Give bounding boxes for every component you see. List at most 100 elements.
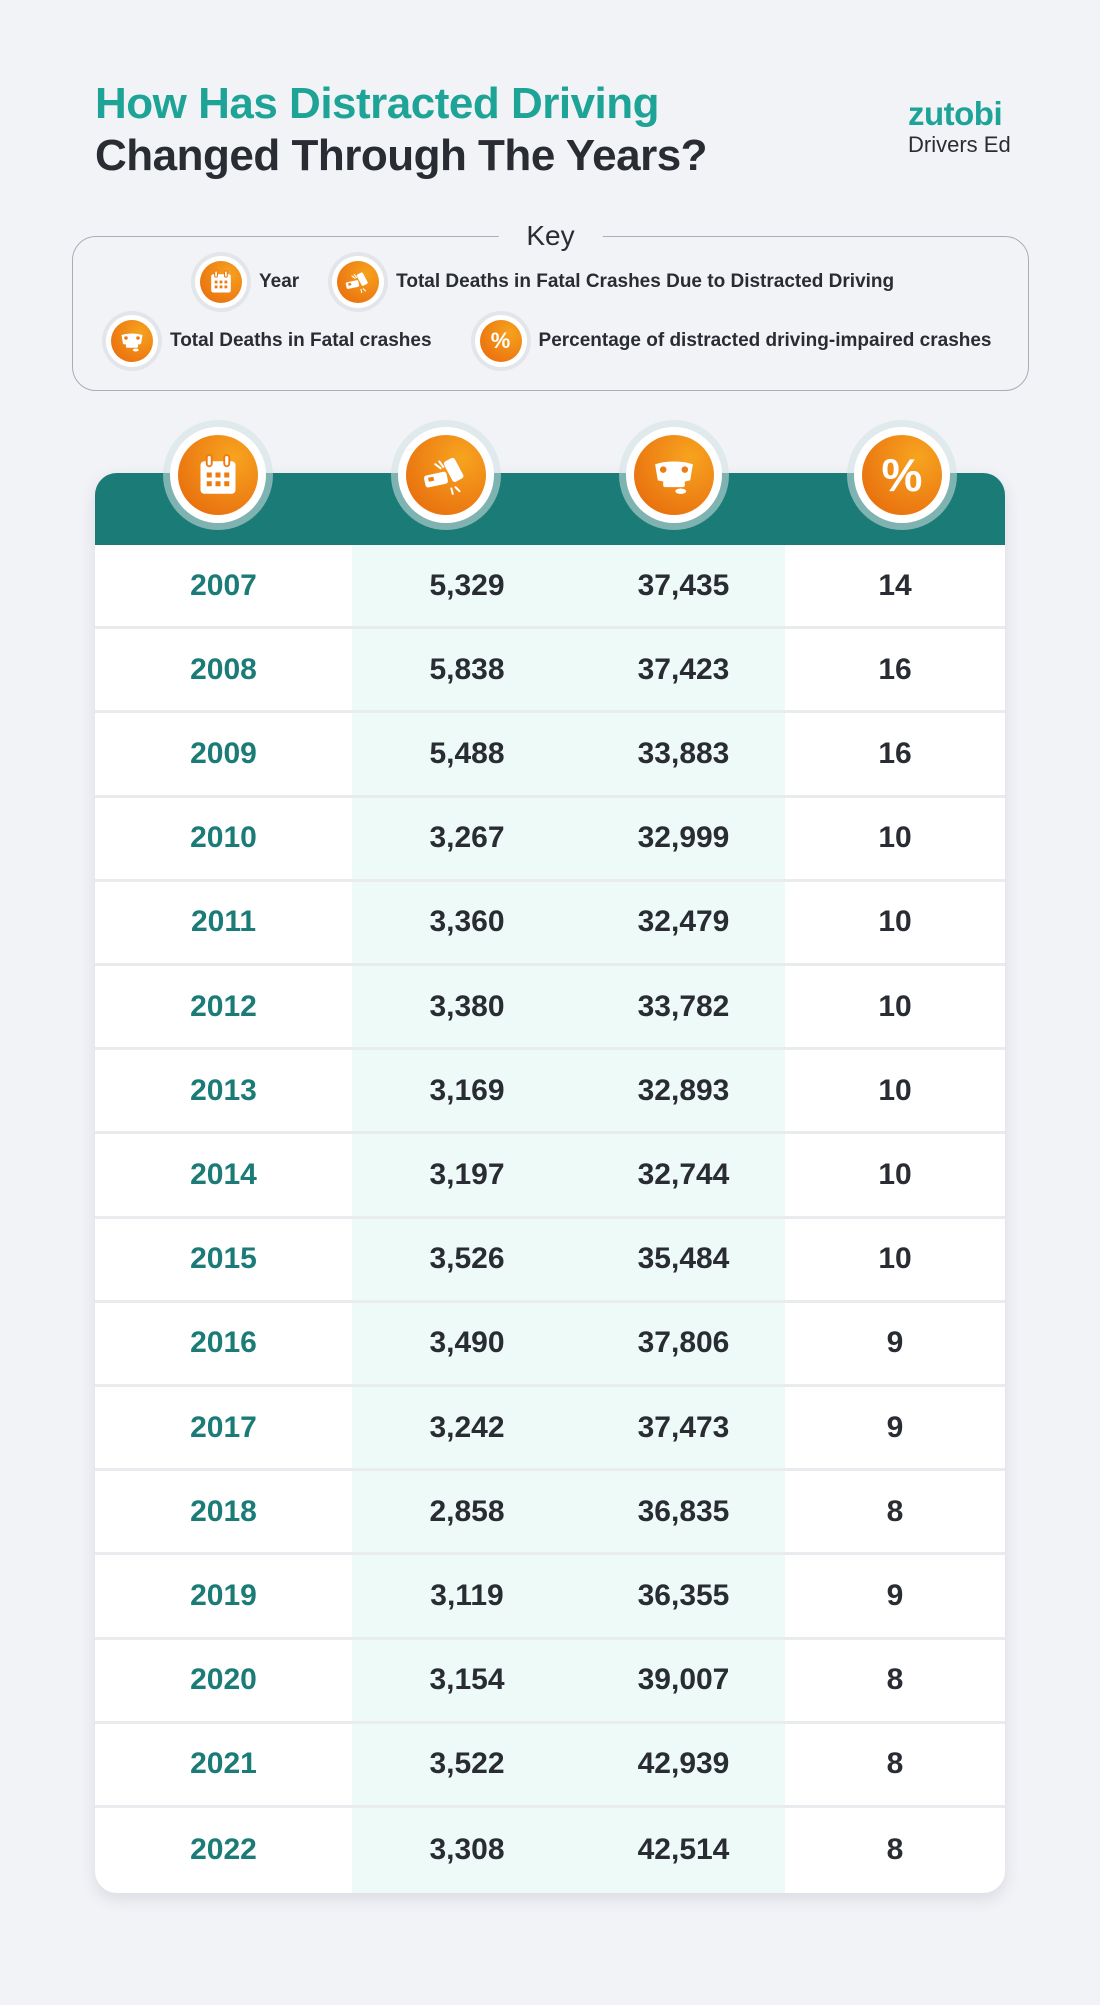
cell-distracted-deaths: 3,197 xyxy=(429,1157,505,1191)
cell-year: 2022 xyxy=(190,1833,257,1867)
calendar-icon xyxy=(178,435,258,515)
key-item-year: Year xyxy=(200,261,299,303)
key-label-percentage: Percentage of distracted driving-impaire… xyxy=(538,330,992,351)
cell-distracted-deaths: 3,490 xyxy=(429,1326,505,1360)
title-line-2: Changed Through The Years? xyxy=(95,131,708,180)
overturned-car-icon xyxy=(634,435,714,515)
cell-distracted-deaths: 3,360 xyxy=(429,905,505,939)
cell-distracted-deaths: 3,526 xyxy=(429,1242,505,1276)
cell-total-deaths: 32,893 xyxy=(637,1073,730,1107)
cell-percent: 10 xyxy=(878,1073,912,1107)
table-row: 2010 3,267 32,999 10 xyxy=(95,798,1005,882)
cell-total-deaths: 32,744 xyxy=(637,1157,730,1191)
cell-distracted-deaths: 3,154 xyxy=(429,1663,505,1697)
cell-total-deaths: 33,782 xyxy=(637,989,730,1023)
percent-icon: % xyxy=(862,435,942,515)
cell-year: 2013 xyxy=(190,1073,257,1107)
cell-total-deaths: 37,435 xyxy=(637,568,730,602)
key-item-percentage: % Percentage of distracted driving-impai… xyxy=(479,320,992,362)
cell-total-deaths: 33,883 xyxy=(637,736,730,770)
cell-year: 2021 xyxy=(190,1747,257,1781)
cell-year: 2010 xyxy=(190,821,257,855)
cell-total-deaths: 32,479 xyxy=(637,905,730,939)
cell-percent: 10 xyxy=(878,821,912,855)
header-collision-icon xyxy=(391,420,501,530)
cell-year: 2008 xyxy=(190,652,257,686)
cell-year: 2009 xyxy=(190,736,257,770)
table-row: 2018 2,858 36,835 8 xyxy=(95,1471,1005,1556)
cell-distracted-deaths: 3,380 xyxy=(429,989,505,1023)
cell-percent: 14 xyxy=(878,568,912,602)
cell-year: 2017 xyxy=(190,1410,257,1444)
table-row: 2012 3,380 33,782 10 xyxy=(95,966,1005,1051)
cell-percent: 8 xyxy=(886,1663,904,1697)
highlight-column-bg xyxy=(352,545,785,1893)
title-line-1: How Has Distracted Driving xyxy=(95,79,660,128)
table-row: 2013 3,169 32,893 10 xyxy=(95,1050,1005,1135)
overturned-car-icon xyxy=(111,320,153,362)
key-label-distracted-deaths: Total Deaths in Fatal Crashes Due to Dis… xyxy=(396,271,895,292)
table-row: 2011 3,360 32,479 10 xyxy=(95,882,1005,966)
cell-total-deaths: 35,484 xyxy=(637,1242,730,1276)
cell-year: 2020 xyxy=(190,1663,257,1697)
cell-total-deaths: 37,423 xyxy=(637,652,730,686)
zutobi-logo: zutobi Drivers Ed xyxy=(908,96,1011,158)
cell-percent: 9 xyxy=(886,1410,904,1444)
cell-total-deaths: 42,939 xyxy=(637,1747,730,1781)
key-label-year: Year xyxy=(259,271,300,292)
cell-percent: 8 xyxy=(886,1494,904,1528)
cell-year: 2019 xyxy=(190,1578,257,1612)
car-collision-icon xyxy=(406,435,486,515)
data-table: 2007 5,329 37,435 14 2008 5,838 37,423 16 2009 5,… xyxy=(95,473,1005,1893)
cell-total-deaths: 36,835 xyxy=(637,1494,730,1528)
logo-subtitle: Drivers Ed xyxy=(908,132,1011,157)
key-item-total-deaths: Total Deaths in Fatal crashes xyxy=(111,320,432,362)
key-row-2: Total Deaths in Fatal crashes % Percenta… xyxy=(111,320,992,362)
cell-distracted-deaths: 3,308 xyxy=(429,1833,505,1867)
cell-year: 2007 xyxy=(190,568,257,602)
percent-icon: % xyxy=(479,320,522,362)
cell-percent: 8 xyxy=(886,1833,904,1867)
cell-total-deaths: 37,806 xyxy=(637,1326,730,1360)
cell-distracted-deaths: 5,329 xyxy=(429,568,505,602)
table-row: 2015 3,526 35,484 10 xyxy=(95,1219,1005,1303)
logo-brand: zutobi xyxy=(908,95,1003,132)
cell-percent: 9 xyxy=(886,1578,904,1612)
key-title: Key xyxy=(498,220,603,252)
table-row: 2022 3,308 42,514 8 xyxy=(95,1808,1005,1892)
cell-year: 2011 xyxy=(190,905,257,939)
cell-distracted-deaths: 3,522 xyxy=(429,1747,505,1781)
cell-year: 2014 xyxy=(190,1157,257,1191)
table-row: 2007 5,329 37,435 14 xyxy=(95,545,1005,630)
key-label-total-deaths: Total Deaths in Fatal crashes xyxy=(170,330,432,351)
cell-total-deaths: 39,007 xyxy=(637,1663,730,1697)
key-item-distracted-deaths: Total Deaths in Fatal Crashes Due to Dis… xyxy=(337,261,894,303)
table-row: 2017 3,242 37,473 9 xyxy=(95,1387,1005,1472)
cell-percent: 10 xyxy=(878,1242,912,1276)
cell-total-deaths: 42,514 xyxy=(637,1833,730,1867)
cell-year: 2012 xyxy=(190,989,257,1023)
table-row: 2009 5,488 33,883 16 xyxy=(95,713,1005,798)
cell-total-deaths: 32,999 xyxy=(637,821,730,855)
cell-distracted-deaths: 3,169 xyxy=(429,1073,505,1107)
car-collision-icon xyxy=(337,261,380,303)
cell-distracted-deaths: 2,858 xyxy=(429,1494,505,1528)
table-row: 2014 3,197 32,744 10 xyxy=(95,1134,1005,1219)
table-row: 2021 3,522 42,939 8 xyxy=(95,1724,1005,1808)
cell-percent: 9 xyxy=(886,1326,904,1360)
cell-percent: 16 xyxy=(878,736,912,770)
cell-distracted-deaths: 3,242 xyxy=(429,1410,505,1444)
key-legend: Key Year Total Deaths in Fatal Crashes D… xyxy=(72,220,1029,391)
header-percent-icon: % xyxy=(847,420,957,530)
cell-distracted-deaths: 5,488 xyxy=(429,736,505,770)
cell-distracted-deaths: 3,119 xyxy=(430,1578,504,1612)
cell-percent: 10 xyxy=(878,1157,912,1191)
cell-year: 2015 xyxy=(190,1242,257,1276)
page-title: How Has Distracted Driving Changed Throu… xyxy=(95,78,708,182)
key-row-1: Year Total Deaths in Fatal Crashes Due t… xyxy=(200,261,894,303)
cell-total-deaths: 37,473 xyxy=(637,1410,730,1444)
cell-percent: 8 xyxy=(886,1747,904,1781)
cell-percent: 10 xyxy=(878,905,912,939)
header-calendar-icon xyxy=(163,420,273,530)
cell-percent: 16 xyxy=(878,652,912,686)
